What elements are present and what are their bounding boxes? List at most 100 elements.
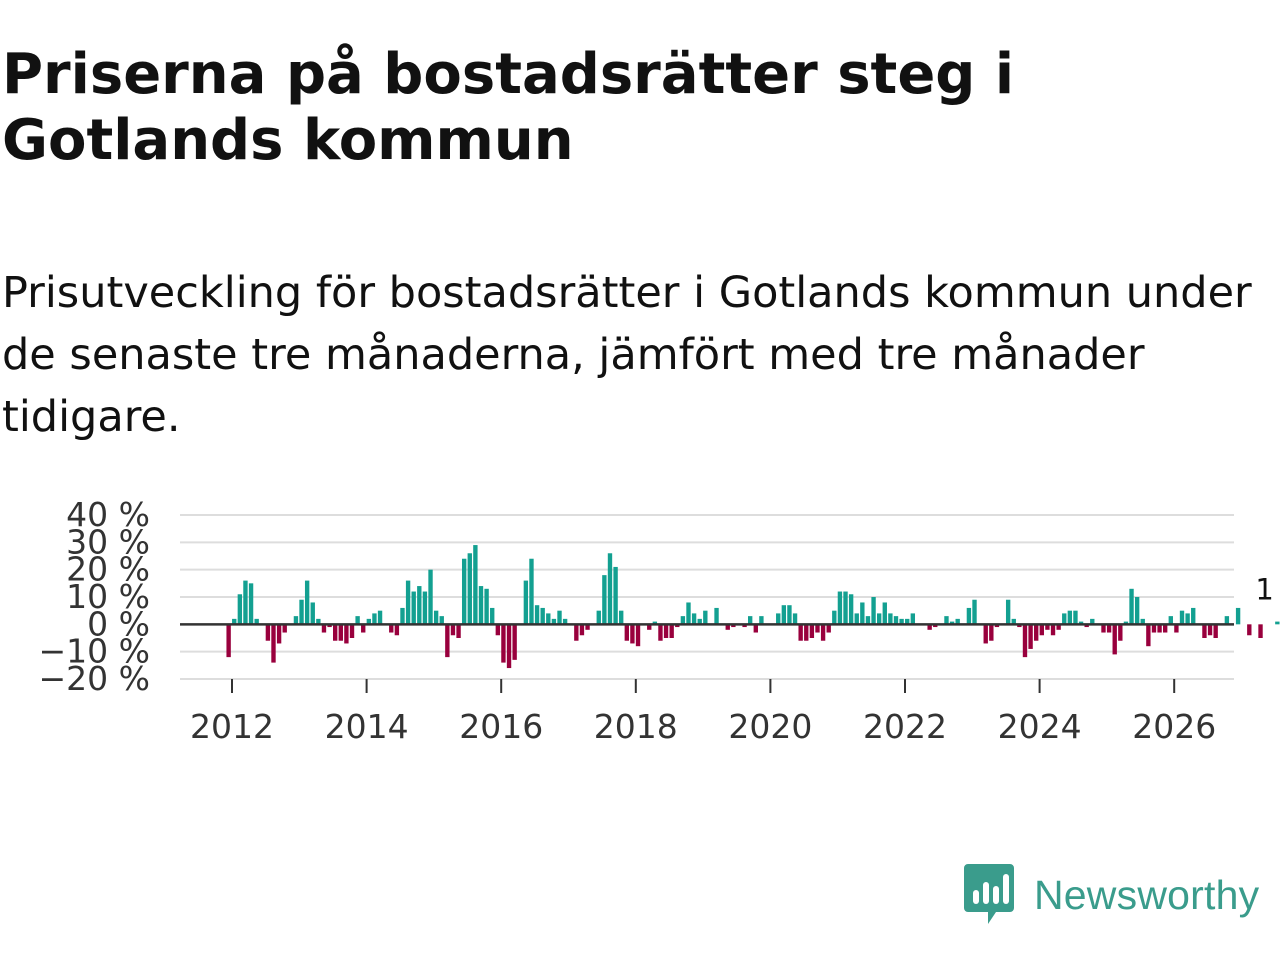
bar [658, 624, 663, 641]
bar [439, 616, 444, 625]
bar [529, 558, 534, 625]
bar [787, 605, 792, 625]
bar [557, 610, 562, 625]
bar [854, 613, 859, 625]
bar [944, 616, 949, 625]
bar [456, 624, 461, 638]
bar [1185, 613, 1190, 625]
bar [893, 616, 899, 625]
bar [647, 624, 652, 630]
bar [282, 624, 287, 633]
bar [983, 624, 988, 644]
bar [1140, 618, 1145, 625]
bar [703, 610, 708, 625]
x-tick-label: 2020 [728, 707, 812, 746]
bar [506, 624, 512, 669]
y-tick-label: 20 % [66, 550, 150, 589]
price-change-chart: 40 %30 %20 %10 %0 %−10 %−20 % 2012 2014 20… [39, 495, 1280, 746]
bar [675, 624, 680, 628]
bar [1090, 618, 1095, 625]
x-tick-label: 2016 [459, 707, 543, 746]
x-tick-label: 2012 [190, 707, 274, 746]
bar [843, 591, 848, 625]
y-tick-label: 30 % [66, 522, 150, 561]
bar [1191, 607, 1196, 625]
bar [596, 610, 601, 625]
bar [450, 624, 456, 636]
bar [276, 624, 282, 644]
bar [1146, 624, 1151, 647]
bar [1157, 624, 1162, 633]
bar [243, 580, 248, 625]
bar [304, 580, 310, 625]
brand-name: Newsworthy [1034, 871, 1260, 918]
bar [1202, 624, 1207, 638]
bar [355, 616, 360, 625]
bar [624, 624, 629, 641]
bar [826, 624, 831, 633]
bar [333, 624, 338, 641]
bar [1067, 610, 1073, 625]
x-axis-ticks: 2012 2014 2016 2018 2020 2022 2024 2026 [190, 679, 1216, 746]
bar [366, 618, 372, 625]
bar [888, 613, 893, 625]
bar [1213, 624, 1218, 638]
bar [933, 624, 938, 628]
bar [478, 586, 484, 625]
bar [949, 621, 955, 625]
bar [663, 624, 669, 638]
bar [955, 618, 960, 625]
bar [972, 599, 977, 625]
bar [759, 616, 764, 625]
bar [804, 624, 809, 641]
bar [630, 624, 635, 644]
bar [428, 569, 433, 625]
chart-bars [226, 545, 1280, 669]
y-axis-ticks: 40 %30 %20 %10 %0 %−10 %−20 % [39, 495, 151, 698]
newsworthy-brand: Newsworthy [964, 862, 1259, 928]
bar [1078, 621, 1084, 625]
bar [1106, 624, 1112, 633]
bar [731, 624, 736, 628]
bar [714, 607, 719, 625]
bar [753, 624, 758, 633]
bar [1118, 624, 1123, 641]
bar [725, 624, 730, 630]
bar [417, 586, 422, 625]
bar [1123, 621, 1129, 625]
bar [748, 616, 753, 625]
bar [411, 591, 416, 625]
bar [349, 624, 355, 638]
bar [860, 602, 865, 625]
bar [1028, 624, 1033, 649]
y-tick-label: 0 % [87, 604, 150, 643]
bar [389, 624, 394, 633]
bar [798, 624, 803, 641]
bar [1101, 624, 1106, 633]
bar [523, 580, 529, 625]
bar [585, 624, 590, 630]
bar [1247, 624, 1252, 636]
bar [445, 624, 450, 658]
bar [865, 616, 871, 625]
bar [927, 624, 932, 630]
bar [1168, 616, 1173, 625]
bar [579, 624, 585, 636]
bar [1056, 624, 1061, 630]
bar [1112, 624, 1117, 655]
bar [1163, 624, 1168, 633]
page-title: Priserna på bostadsrätter steg i Gotland… [2, 42, 1015, 173]
bar [669, 624, 674, 638]
bar [473, 545, 478, 625]
bar [400, 607, 405, 625]
bar [1151, 624, 1157, 633]
bar [377, 610, 383, 625]
bar [534, 605, 540, 625]
bar [989, 624, 994, 641]
bar [1179, 610, 1185, 625]
bar [1134, 597, 1140, 625]
bar [882, 602, 887, 625]
bar [905, 618, 910, 625]
bar [742, 624, 747, 628]
bar [361, 624, 366, 633]
